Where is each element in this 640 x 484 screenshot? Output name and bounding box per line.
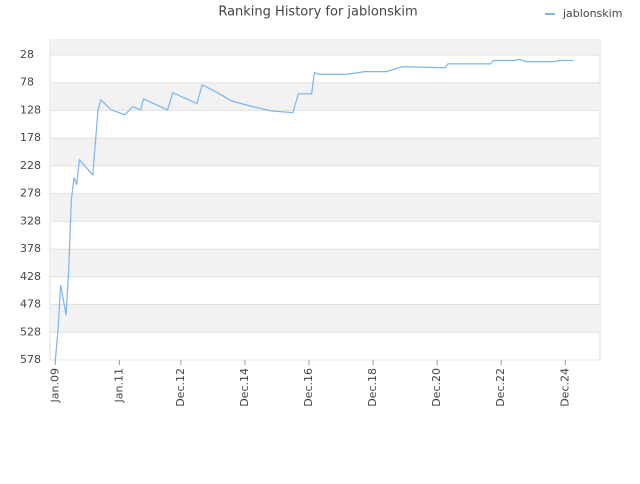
y-tick-label: 378: [20, 242, 41, 255]
x-tick-label: Dec.24: [558, 368, 571, 407]
y-tick-label: 528: [20, 325, 41, 338]
series-line: [54, 58, 574, 361]
y-tick-label: 78: [20, 76, 34, 89]
y-tick-label: 478: [20, 298, 41, 311]
chart-title: Ranking History for jablonskim: [218, 5, 417, 20]
band: [50, 249, 600, 277]
x-tick-label: Jan.09: [48, 368, 61, 403]
y-tick-label: 328: [20, 214, 41, 227]
x-tick-label: Dec.16: [302, 368, 315, 407]
y-tick-label: 278: [20, 187, 41, 200]
y-tick-label: 28: [20, 48, 34, 61]
y-tick-label: 228: [20, 159, 41, 172]
x-tick-label: Dec.22: [494, 368, 507, 407]
band: [50, 138, 600, 166]
y-tick-label: 128: [20, 103, 41, 116]
x-tick-label: Dec.20: [430, 368, 443, 407]
band: [50, 304, 600, 333]
band: [50, 40, 600, 55]
x-tick-label: Dec.18: [366, 368, 379, 407]
y-tick-label: 178: [20, 131, 41, 144]
x-tick-label: Dec.12: [174, 368, 187, 407]
band: [50, 193, 600, 222]
x-tick-label: Jan.11: [112, 368, 125, 403]
y-tick-label: 428: [20, 270, 41, 283]
x-tick-label: Dec.14: [238, 368, 251, 407]
y-tick-label: 578: [20, 353, 41, 366]
legend-label: jablonskim: [562, 7, 622, 20]
